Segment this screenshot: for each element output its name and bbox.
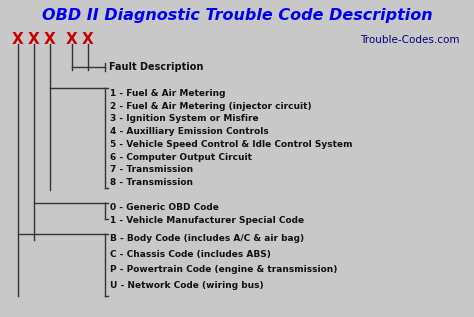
Text: 0 - Generic OBD Code: 0 - Generic OBD Code (110, 203, 219, 212)
Text: 1 - Fuel & Air Metering: 1 - Fuel & Air Metering (110, 89, 226, 98)
Text: 4 - Auxilliary Emission Controls: 4 - Auxilliary Emission Controls (110, 127, 269, 136)
Text: Trouble-Codes.com: Trouble-Codes.com (361, 35, 460, 45)
Text: 2 - Fuel & Air Metering (injector circuit): 2 - Fuel & Air Metering (injector circui… (110, 102, 311, 111)
Text: X: X (66, 32, 78, 47)
Text: X: X (12, 32, 24, 47)
Text: B - Body Code (includes A/C & air bag): B - Body Code (includes A/C & air bag) (110, 234, 304, 243)
Text: U - Network Code (wiring bus): U - Network Code (wiring bus) (110, 281, 264, 289)
Text: 6 - Computer Output Circuit: 6 - Computer Output Circuit (110, 152, 252, 161)
Text: P - Powertrain Code (engine & transmission): P - Powertrain Code (engine & transmissi… (110, 265, 337, 274)
Text: Fault Description: Fault Description (109, 62, 203, 72)
Text: 7 - Transmission: 7 - Transmission (110, 165, 193, 174)
Text: X: X (28, 32, 40, 47)
Text: X: X (82, 32, 94, 47)
Text: C - Chassis Code (includes ABS): C - Chassis Code (includes ABS) (110, 249, 271, 258)
Text: 8 - Transmission: 8 - Transmission (110, 178, 193, 187)
Text: 1 - Vehicle Manufacturer Special Code: 1 - Vehicle Manufacturer Special Code (110, 216, 304, 225)
Text: 5 - Vehicle Speed Control & Idle Control System: 5 - Vehicle Speed Control & Idle Control… (110, 140, 353, 149)
Text: X: X (44, 32, 56, 47)
Text: 3 - Ignition System or Misfire: 3 - Ignition System or Misfire (110, 114, 259, 123)
Text: OBD II Diagnostic Trouble Code Description: OBD II Diagnostic Trouble Code Descripti… (42, 8, 432, 23)
